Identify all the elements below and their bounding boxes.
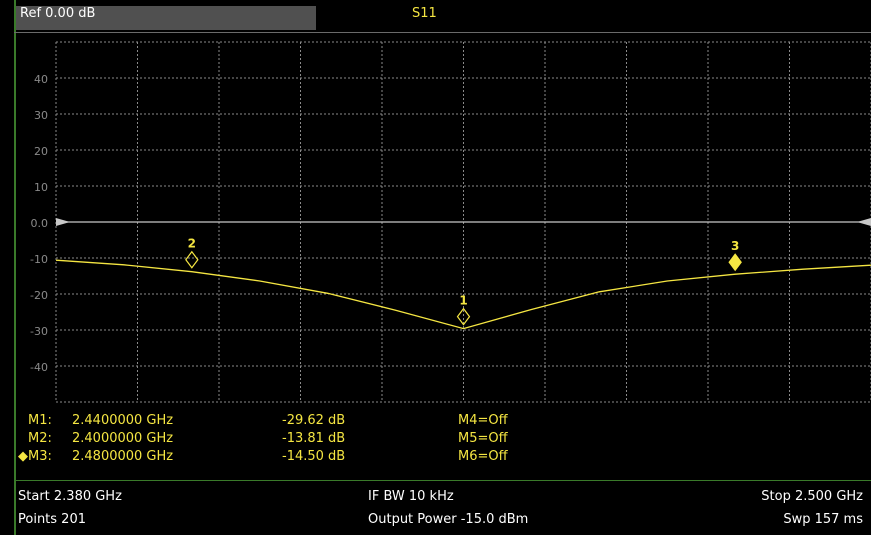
marker-1-label: 1 <box>459 294 467 308</box>
footer-divider <box>14 480 871 481</box>
points-count[interactable]: Points 201 <box>18 512 86 527</box>
marker-row-1-label[interactable]: ◆M1: <box>28 413 52 428</box>
marker-3-label: 3 <box>731 239 739 253</box>
y-tick-label: 0.0 <box>30 217 49 230</box>
marker-row-3-freq: 2.4800000 GHz <box>72 449 174 464</box>
marker-active-icon: ◆ <box>18 449 28 464</box>
trace-line-s11 <box>55 259 871 330</box>
plot-frame-top <box>14 32 871 33</box>
reference-arrow-left-icon[interactable] <box>56 218 70 226</box>
marker-row-1-value: -29.62 dB <box>282 413 346 428</box>
marker-row-3-other: M6=Off <box>458 449 508 464</box>
marker-2-icon[interactable] <box>185 250 199 269</box>
reference-arrow-right-icon[interactable] <box>857 218 871 226</box>
start-frequency[interactable]: Start 2.380 GHz <box>18 489 122 504</box>
marker-table: ◆M1: 2.4400000 GHz -29.62 dB M4=Off ◆M2:… <box>16 404 871 484</box>
sweep-time[interactable]: Swp 157 ms <box>783 512 863 527</box>
y-tick-label: 30 <box>34 109 48 122</box>
marker-row-2-other: M5=Off <box>458 431 508 446</box>
stop-frequency[interactable]: Stop 2.500 GHz <box>761 489 863 504</box>
marker-row-1-freq: 2.4400000 GHz <box>72 413 174 428</box>
reference-level-box[interactable] <box>16 6 316 30</box>
marker-row-1-other: M4=Off <box>458 413 508 428</box>
y-tick-label: -10 <box>30 253 48 266</box>
marker-row-2-value: -13.81 dB <box>282 431 346 446</box>
y-tick-label: 40 <box>34 73 48 86</box>
marker-3-icon[interactable] <box>728 253 742 272</box>
left-frame-bar <box>14 0 16 535</box>
y-tick-label: -40 <box>30 361 48 374</box>
trace-name-label[interactable]: S11 <box>412 6 437 21</box>
reference-level-label: Ref 0.00 dB <box>20 6 96 21</box>
marker-row-2-label[interactable]: ◆M2: <box>28 431 52 446</box>
y-tick-label: 20 <box>34 145 48 158</box>
marker-row-3-value: -14.50 dB <box>282 449 346 464</box>
y-tick-label: 10 <box>34 181 48 194</box>
y-tick-label: -30 <box>30 325 48 338</box>
marker-1-icon[interactable] <box>456 307 471 326</box>
marker-row-3-label[interactable]: ◆M3: <box>18 449 52 464</box>
marker-row-2-freq: 2.4000000 GHz <box>72 431 174 446</box>
marker-2-label: 2 <box>188 237 196 251</box>
if-bandwidth[interactable]: IF BW 10 kHz <box>368 489 454 504</box>
output-power[interactable]: Output Power -15.0 dBm <box>368 512 529 527</box>
y-tick-label: -20 <box>30 289 48 302</box>
